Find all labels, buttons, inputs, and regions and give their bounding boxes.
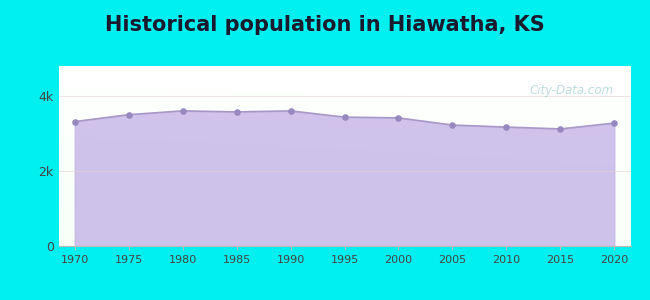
Point — [393, 116, 404, 120]
Text: City-Data.com: City-Data.com — [529, 84, 614, 97]
Text: Historical population in Hiawatha, KS: Historical population in Hiawatha, KS — [105, 15, 545, 35]
Point — [70, 119, 80, 124]
Point — [339, 115, 350, 119]
Point — [124, 112, 134, 117]
Point — [231, 110, 242, 114]
Point — [501, 125, 512, 130]
Point — [447, 123, 458, 128]
Point — [555, 127, 566, 131]
Point — [177, 109, 188, 113]
Point — [285, 109, 296, 113]
Point — [609, 121, 619, 125]
